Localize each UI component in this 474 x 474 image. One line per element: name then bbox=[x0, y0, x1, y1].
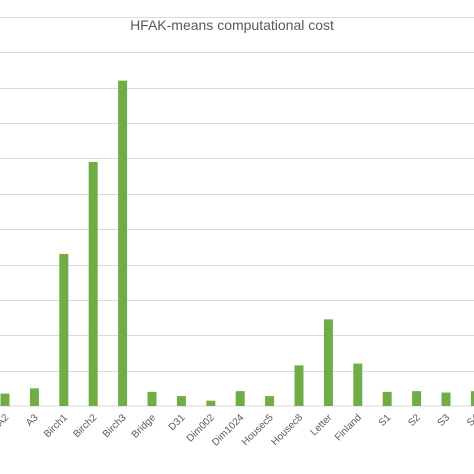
bar-a3 bbox=[29, 388, 39, 406]
x-tick-label: Housec8 bbox=[269, 412, 305, 448]
chart-title: HFAK-means computational cost bbox=[130, 17, 334, 33]
bar-bridge bbox=[147, 391, 157, 406]
x-tick-labels: A2 A3 Birch1 Birch2 Birch3 Bridge D31Dim002Dim… bbox=[0, 412, 474, 449]
bar-d31 bbox=[176, 396, 186, 406]
x-tick-label: Finland bbox=[333, 412, 364, 443]
bar-birch1 bbox=[59, 253, 69, 406]
bar-housec8 bbox=[294, 365, 304, 406]
bar-a2 bbox=[0, 393, 10, 406]
gridlines bbox=[0, 17, 474, 407]
bar-birch2 bbox=[88, 161, 98, 406]
x-tick-label: Birch2 bbox=[71, 412, 99, 440]
x-tick-label: D31 bbox=[167, 412, 188, 433]
x-tick-label: Letter bbox=[309, 412, 335, 438]
bar-dim002 bbox=[206, 400, 216, 406]
bar-letter bbox=[323, 319, 333, 406]
bar-birch3 bbox=[118, 80, 128, 407]
x-tick-label: Birch3 bbox=[101, 412, 129, 440]
x-tick-label: S2 bbox=[406, 412, 423, 429]
x-tick-label: Dim1024 bbox=[210, 412, 246, 448]
x-tick-label: A3 bbox=[24, 412, 41, 429]
bar-s1 bbox=[382, 391, 392, 406]
bar-s4 bbox=[470, 391, 474, 406]
bar-s2 bbox=[412, 391, 422, 406]
bar-s3 bbox=[441, 392, 451, 406]
bar-dim1024 bbox=[235, 391, 245, 406]
x-tick-label: S4 bbox=[465, 412, 474, 429]
bar-housec5 bbox=[265, 396, 275, 406]
x-tick-label: A2 bbox=[0, 412, 11, 429]
bar-finland bbox=[353, 363, 363, 406]
x-tick-label: Bridge bbox=[130, 412, 159, 441]
x-tick-label: Birch1 bbox=[42, 412, 70, 440]
bars bbox=[0, 80, 474, 407]
x-tick-label: S1 bbox=[377, 412, 394, 429]
x-tick-label: S3 bbox=[436, 412, 453, 429]
